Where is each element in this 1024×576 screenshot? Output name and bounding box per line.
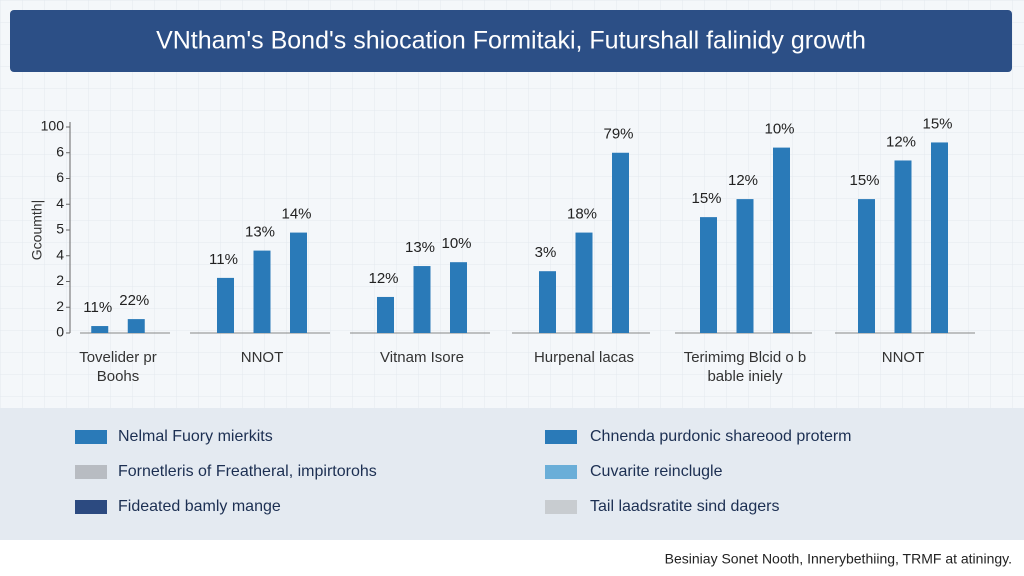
legend-label: Cuvarite reinclugle [590,463,723,480]
bar [894,160,912,333]
footer: Besiniay Sonet Nooth, Innerybethiing, TR… [665,551,1012,567]
bar [539,271,556,333]
legend-swatch [75,465,107,479]
bar [736,199,754,333]
value-label: 10% [764,121,794,138]
value-label: 15% [849,172,879,189]
bar [450,262,467,333]
value-label: 12% [368,270,398,287]
value-label: 15% [691,190,721,207]
value-label: 13% [405,239,435,256]
bar [253,250,271,333]
value-label: 22% [119,292,149,309]
bar [773,147,790,333]
legend-swatch [545,500,577,514]
legend-label: Fideated bamly mange [118,498,281,515]
bar [217,277,234,333]
value-label: 10% [441,235,471,252]
value-label: 18% [567,206,597,223]
value-label: 79% [603,126,633,143]
x-tick-label: Tovelider pr Boohs [79,349,157,385]
chart-title: VNtham's Bond's shiocation Formitaki, Fu… [156,27,866,55]
value-label: 3% [535,244,557,261]
value-label: 12% [886,133,916,150]
value-label: 14% [281,206,311,223]
legend-label: Chnenda purdonic shareood proterm [590,428,852,445]
legend-swatch [545,465,577,479]
x-tick-label: Terimimg Blcid o b bable iniely [683,349,807,385]
x-tick-label: NNOT [881,349,925,366]
bar [290,232,307,333]
legend-swatch [75,500,107,514]
bar [127,319,145,333]
title-banner [10,10,1012,72]
value-label: 15% [922,115,952,132]
y-tick-label: 4 [56,195,64,211]
y-axis-label: Gcoumth| [29,200,45,260]
y-tick-label: 2 [56,298,64,314]
bar [858,199,875,333]
x-tick-label: Hurpenal lacas [533,349,635,366]
legend-band [0,408,1024,540]
bar [91,326,109,333]
legend-swatch [545,430,577,444]
x-tick-label: NNOT [240,349,284,366]
y-tick-label: 5 [56,221,64,237]
y-tick-label: 100 [41,118,65,134]
y-tick-label: 4 [56,246,64,262]
legend-label: Tail laadsratite sind dagers [590,498,779,515]
footer-band [0,540,1024,576]
bar [575,232,593,333]
value-label: 13% [245,224,275,241]
legend-swatch [75,430,107,444]
value-label: 11% [83,299,112,316]
bar [413,266,431,333]
y-tick-label: 6 [56,143,64,159]
bar [612,152,629,333]
bar [931,142,948,333]
value-label: 12% [728,172,758,189]
legend-label: Fornetleris of Freatheral, impirtorohs [118,463,377,480]
y-tick-label: 2 [56,272,64,288]
bar [377,296,394,333]
bar [700,217,717,333]
y-tick-label: 0 [56,324,64,340]
x-tick-label: Vitnam Isore [380,349,464,366]
legend-label: Nelmal Fuory mierkits [118,428,273,445]
value-label: 11% [209,251,238,268]
y-tick-label: 6 [56,169,64,185]
